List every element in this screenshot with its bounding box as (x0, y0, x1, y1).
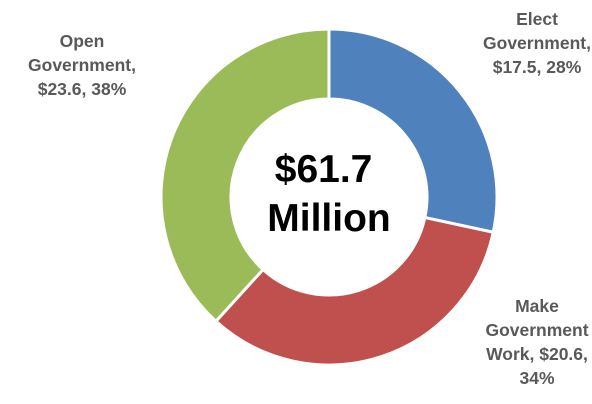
center-label-amount: $61.7 (275, 148, 373, 191)
slice-label-make-government-work: Make Government Work, $20.6, 34% (485, 296, 588, 388)
slice-open-government (159, 27, 331, 324)
donut-slices (159, 27, 499, 367)
slice-label-open-government: Open Government, $23.6, 38% (28, 31, 136, 99)
slice-label-line: 34% (519, 368, 554, 388)
slice-elect-government (327, 27, 499, 235)
slice-label-elect-government: Elect Government, $17.5, 28% (483, 9, 591, 77)
slice-label-line: $23.6, 38% (38, 79, 127, 99)
center-label-unit: Million (267, 197, 390, 240)
slice-label-line: Government, (483, 33, 591, 53)
slice-label-line: Government, (28, 55, 136, 75)
slice-labels: Elect Government, $17.5, 28% Make Government… (28, 9, 591, 388)
slice-label-line: Open (60, 31, 105, 51)
slice-label-line: Work, $20.6, (486, 344, 588, 364)
slice-label-line: $17.5, 28% (493, 57, 582, 77)
slice-label-line: Government (485, 320, 588, 340)
slice-label-line: Make (515, 296, 559, 316)
slice-make-government-work (213, 215, 496, 367)
center-label: $61.7 Million (267, 148, 390, 240)
slice-label-line: Elect (516, 9, 558, 29)
